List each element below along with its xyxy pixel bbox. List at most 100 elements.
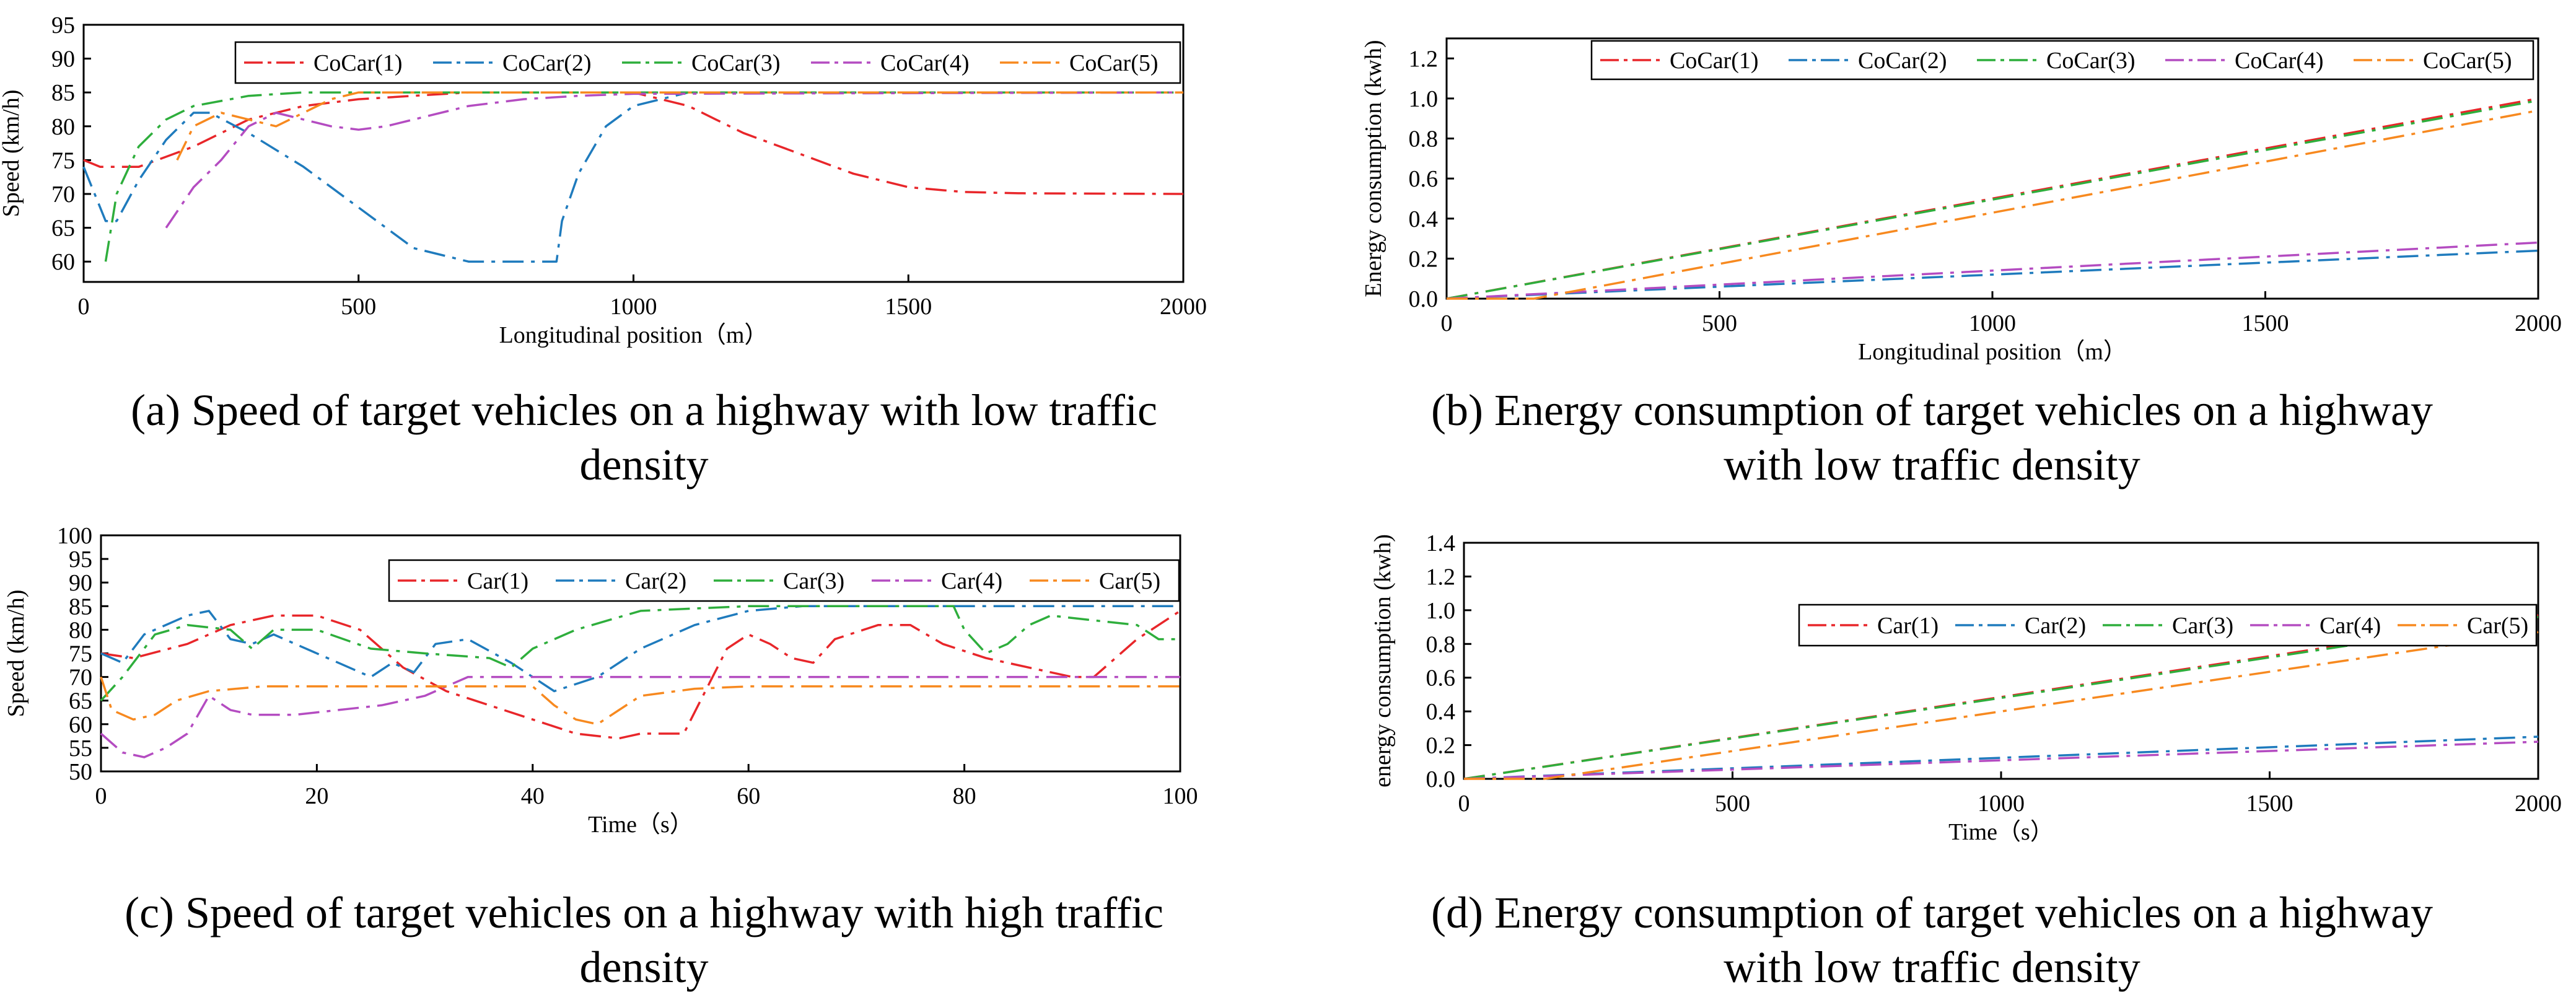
y-axis-label: Energy consumption (kwh) <box>1360 40 1387 297</box>
y-tick-label: 65 <box>69 688 92 714</box>
y-tick-label: 50 <box>69 759 92 785</box>
y-tick-label: 0.2 <box>1426 733 1456 759</box>
legend-label-4: Car(4) <box>941 568 1002 594</box>
x-tick-label: 0 <box>78 294 90 320</box>
y-tick-label: 75 <box>51 147 75 173</box>
series-line-4 <box>1446 241 2539 300</box>
y-axis-label: Speed (km/h) <box>3 590 29 718</box>
legend-label-1: Car(1) <box>467 568 528 594</box>
series-line-2 <box>1446 249 2539 300</box>
chart-panel-b: 0 500 1000 1500 2000 0.0 0.2 0.4 0.6 0.8 1.0 1.2 Lon… <box>1288 0 2576 502</box>
chart-caption-d: (d) Energy consumption of target vehicle… <box>1288 885 2576 994</box>
x-tick-label: 500 <box>341 294 376 320</box>
legend-label-1: Car(1) <box>1877 613 1939 639</box>
chart-a: 0 500 1000 1500 2000 60 65 70 75 80 85 90 95 Longitud… <box>0 12 1207 348</box>
x-tick-label: 20 <box>305 783 328 809</box>
x-tick-label: 60 <box>737 783 760 809</box>
chart-caption-c-line-2: density <box>579 942 709 992</box>
y-tick-label: 60 <box>69 712 92 738</box>
legend-label-3: Car(3) <box>2172 613 2233 639</box>
chart-caption-b-line-1: (b) Energy consumption of target vehicle… <box>1431 385 2433 435</box>
y-tick-label: 65 <box>51 216 75 242</box>
y-tick-label: 75 <box>69 641 92 667</box>
chart-caption-d-line-2: with low traffic density <box>1724 942 2140 992</box>
y-tick-label: 0.8 <box>1409 126 1439 152</box>
x-axis-label: Time（s） <box>1948 819 2054 845</box>
y-tick-label: 1.0 <box>1409 86 1439 112</box>
series-line-3 <box>104 91 1183 262</box>
chart-panel-a: 0 500 1000 1500 2000 60 65 70 75 80 85 90 95 Longitud… <box>0 0 1288 502</box>
series-line-2 <box>82 91 1183 263</box>
legend-label-5: CoCar(5) <box>1069 50 1159 76</box>
chart-panel-c: 0 20 40 60 80 100 50 55 60 65 70 75 80 85 90 95 100 Time（… <box>0 502 1288 1005</box>
y-tick-label: 60 <box>51 249 75 275</box>
legend-label-5: CoCar(5) <box>2423 48 2512 74</box>
x-tick-label: 500 <box>1715 791 1750 817</box>
chart-caption-c: (c) Speed of target vehicles on a highwa… <box>0 885 1288 994</box>
y-tick-label: 1.0 <box>1426 598 1456 624</box>
x-tick-label: 0 <box>1441 310 1453 336</box>
series-line-4 <box>1463 740 2539 780</box>
series-line-4 <box>100 675 1180 758</box>
legend-label-4: CoCar(4) <box>2235 48 2324 74</box>
chart-caption-a: (a) Speed of target vehicles on a highwa… <box>0 383 1288 492</box>
y-tick-label: 70 <box>51 182 75 208</box>
y-tick-label: 1.2 <box>1426 564 1456 590</box>
y-tick-label: 80 <box>69 617 92 643</box>
y-tick-label: 90 <box>69 570 92 596</box>
y-tick-label: 0.4 <box>1409 206 1439 232</box>
legend-box <box>1590 40 2534 81</box>
y-tick-label: 1.2 <box>1409 46 1439 72</box>
y-tick-label: 100 <box>57 523 92 549</box>
x-tick-label: 2000 <box>1160 294 1207 320</box>
legend-label-4: CoCar(4) <box>880 50 970 76</box>
series-line-1 <box>1446 97 2539 300</box>
legend-label-3: Car(3) <box>783 568 844 594</box>
y-tick-label: 0.8 <box>1426 631 1456 657</box>
chart-caption-b-line-2: with low traffic density <box>1724 440 2140 489</box>
x-tick-label: 1500 <box>2246 791 2293 817</box>
chart-panel-d: 0 500 1000 1500 2000 0.0 0.2 0.4 0.6 0.8 1.0 1.2 1.4… <box>1288 502 2576 1005</box>
x-tick-label: 1000 <box>1978 791 2025 817</box>
x-tick-label: 1000 <box>1969 310 2016 336</box>
series-line-5 <box>1464 631 2539 780</box>
x-tick-label: 80 <box>953 783 976 809</box>
y-tick-label: 0.0 <box>1426 766 1456 792</box>
legend-label-4: Car(4) <box>2320 613 2381 639</box>
y-tick-label: 0.6 <box>1409 166 1439 192</box>
chart-b: 0 500 1000 1500 2000 0.0 0.2 0.4 0.6 0.8 1.0 1.2 Lon… <box>1360 37 2562 365</box>
legend-label-5: Car(5) <box>1099 568 1160 594</box>
y-tick-label: 90 <box>51 46 75 72</box>
legend-label-1: CoCar(1) <box>1670 48 1759 74</box>
y-tick-label: 85 <box>69 594 92 620</box>
chart-caption-a-line-1: (a) Speed of target vehicles on a highwa… <box>131 385 1157 435</box>
x-tick-label: 0 <box>1458 791 1470 817</box>
series-line-2 <box>100 605 1180 693</box>
legend-label-3: CoCar(3) <box>691 50 781 76</box>
x-tick-label: 1500 <box>2242 310 2289 336</box>
series-line-5 <box>1447 109 2539 300</box>
y-tick-label: 95 <box>51 12 75 38</box>
y-tick-label: 70 <box>69 665 92 691</box>
series-line-5 <box>100 677 1180 726</box>
y-tick-label: 1.4 <box>1426 530 1456 556</box>
chart-caption-d-line-1: (d) Energy consumption of target vehicle… <box>1431 888 2433 937</box>
x-tick-label: 0 <box>95 783 107 809</box>
y-tick-label: 0.6 <box>1426 665 1456 691</box>
y-tick-label: 0.2 <box>1409 246 1439 272</box>
chart-caption-b: (b) Energy consumption of target vehicle… <box>1288 383 2576 492</box>
series-line-3 <box>100 605 1180 701</box>
series-line-4 <box>165 91 1184 229</box>
x-axis-label: Time（s） <box>588 812 693 838</box>
legend-label-2: CoCar(2) <box>502 50 592 76</box>
series-line-3 <box>1446 99 2539 300</box>
x-tick-label: 100 <box>1163 783 1198 809</box>
legend-label-5: Car(5) <box>2467 613 2528 639</box>
y-tick-label: 0.4 <box>1426 699 1456 725</box>
x-axis-label: Longitudinal position（m） <box>499 322 768 348</box>
x-axis-label: Longitudinal position（m） <box>1858 339 2127 365</box>
legend-label-2: CoCar(2) <box>1858 48 1947 74</box>
legend-label-3: CoCar(3) <box>2046 48 2136 74</box>
x-tick-label: 2000 <box>2515 791 2562 817</box>
legend-box <box>234 41 1181 84</box>
